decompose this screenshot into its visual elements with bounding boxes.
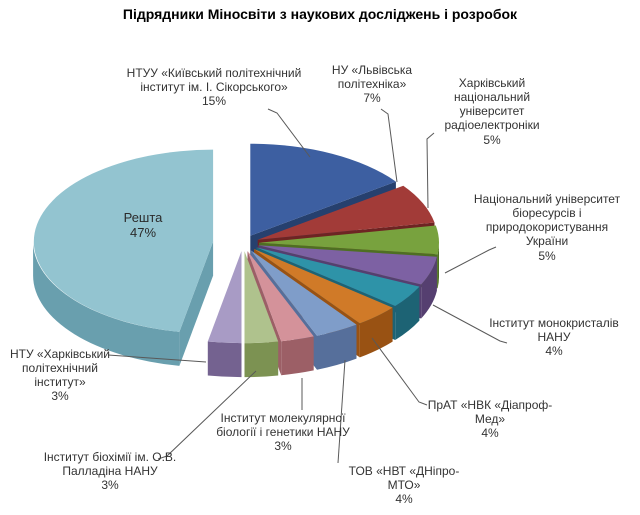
pie-slice-9-top <box>207 251 242 344</box>
label-ntuu-kpi-percent: 15% <box>201 94 227 109</box>
label-biokhimii-percent: 3% <box>101 478 119 493</box>
label-monokrystaliv: Інститут монокристалів НАНУ 4% <box>478 316 630 358</box>
pie-slice-2-rim <box>437 242 440 289</box>
label-monokrystaliv-text: Інститут монокристалів НАНУ <box>489 316 619 345</box>
label-molbiol-text: Інститут молекулярної біології і генетик… <box>216 411 350 440</box>
label-khnure-leader-line <box>426 132 435 209</box>
pie-slice-10-top <box>33 149 214 332</box>
label-diaprof-med-percent: 4% <box>481 426 499 441</box>
label-ntu-khpi: НТУ «Харківський політехнічний інститут»… <box>0 347 122 404</box>
label-ntu-khpi-percent: 3% <box>51 389 69 404</box>
label-khnure-text: Харківський національний університет рад… <box>444 76 540 133</box>
label-diaprof-med-text: ПрАТ «НВК «Діапроф-Мед» <box>427 398 553 427</box>
pie-slice-3-top <box>258 245 437 285</box>
label-dnipro-mto-leader-line <box>337 359 346 464</box>
label-monokrystaliv-leader-line <box>432 304 508 344</box>
label-dnipro-mto-percent: 4% <box>395 492 413 507</box>
label-reshta: Решта 47% <box>98 210 188 241</box>
label-nu-lvivska-leader-line <box>380 108 398 183</box>
label-reshta-percent: 47% <box>129 225 157 241</box>
label-nubip-leader-line <box>444 246 497 274</box>
pie-slice-3-rim <box>421 256 437 319</box>
label-nu-lvivska-percent: 7% <box>363 91 381 106</box>
pie-slice-1-top <box>257 185 435 240</box>
pie-slice-4-rim <box>395 286 420 340</box>
label-ntuu-kpi-leader-line <box>267 108 311 158</box>
chart-title: Підрядники Міносвіти з наукових дослідже… <box>122 6 518 22</box>
pie-slice-9-rim <box>207 341 242 378</box>
label-reshta-text: Решта <box>123 210 163 225</box>
label-biokhimii-text: Інститут біохімії ім. О.В. Палладіна НАН… <box>43 450 177 479</box>
label-dnipro-mto: ТОВ «НВТ «ДНіпро-МТО» 4% <box>333 464 475 506</box>
label-dnipro-mto-text: ТОВ «НВТ «ДНіпро-МТО» <box>348 464 460 493</box>
label-nu-lvivska-text: НУ «Львівська політехніка» <box>331 63 413 92</box>
pie-slice-7-top <box>247 250 314 342</box>
label-ntu-khpi-leader-line <box>107 354 207 363</box>
label-nubip-percent: 5% <box>538 248 556 263</box>
label-khnure: Харківський національний університет рад… <box>429 76 555 147</box>
pie-slice-7-rim <box>281 336 314 376</box>
label-nubip: Національний університет біоресурсів і п… <box>471 192 623 263</box>
pie-slice-5-rim <box>359 307 393 358</box>
label-molbiol: Інститут молекулярної біології і генетик… <box>202 411 364 453</box>
label-molbiol-percent: 3% <box>274 439 292 454</box>
pie-slice-0-top <box>250 143 396 236</box>
pie-slice-5-top <box>254 249 393 324</box>
pie-slice-6-rim <box>317 324 357 370</box>
label-ntuu-kpi-text: НТУУ «Київський політехнічний інститут і… <box>126 66 302 95</box>
pie-slice-8-rim <box>244 341 279 378</box>
pie-slice-4-top <box>256 247 420 306</box>
label-khnure-percent: 5% <box>483 132 501 147</box>
pie-slice-10-rim <box>33 241 180 366</box>
label-diaprof-med-leader-line <box>371 337 428 406</box>
pie-slice-8-top <box>244 251 279 344</box>
pie-slice-2-top <box>259 225 440 255</box>
pie-slice-6-top <box>250 250 357 336</box>
label-biokhimii: Інститут біохімії ім. О.В. Палладіна НАН… <box>29 450 191 492</box>
label-nu-lvivska: НУ «Львівська політехніка» 7% <box>310 63 434 105</box>
label-diaprof-med: ПрАТ «НВК «Діапроф-Мед» 4% <box>414 398 566 440</box>
label-nubip-text: Національний університет біоресурсів і п… <box>473 192 621 249</box>
label-ntuu-kpi: НТУУ «Київський політехнічний інститут і… <box>126 66 302 108</box>
pie-slice-10-cut <box>179 241 214 366</box>
label-ntu-khpi-text: НТУ «Харківський політехнічний інститут» <box>9 347 111 390</box>
label-monokrystaliv-percent: 4% <box>545 344 563 359</box>
label-biokhimii-leader-line <box>157 370 257 460</box>
